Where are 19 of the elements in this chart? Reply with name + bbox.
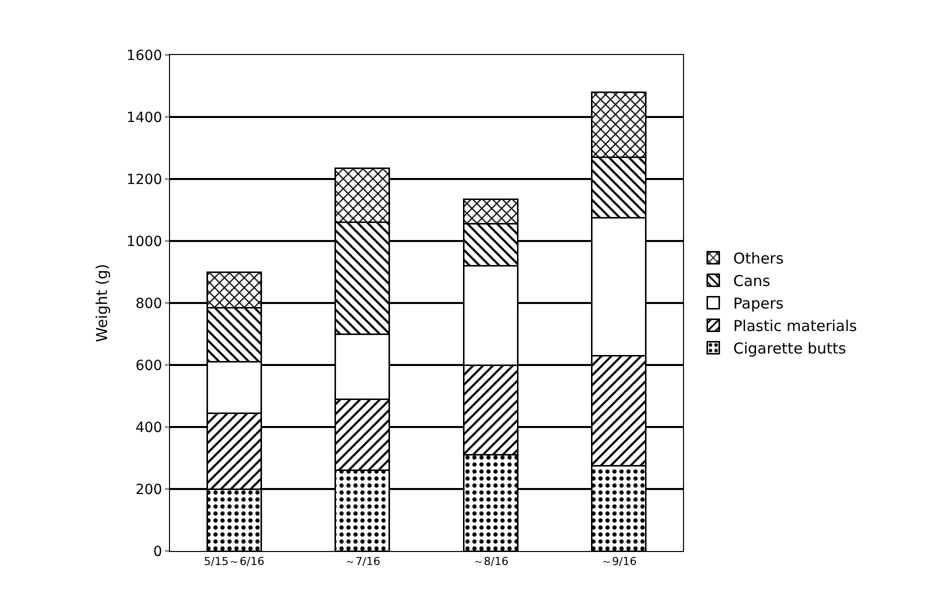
x-tick-label: ～8/16 <box>472 555 508 568</box>
text: Plastic materials <box>733 317 858 336</box>
y-tick-label: 1200 <box>126 172 162 188</box>
y-tick-label: 1000 <box>126 234 162 250</box>
text: Others <box>733 250 784 268</box>
y-tick-label: 1600 <box>126 48 162 64</box>
text: Cans <box>733 272 770 290</box>
x-tick-label: 5/15～6/16 <box>204 555 264 568</box>
y-tick-label: 400 <box>135 420 162 436</box>
y-tick-label: 200 <box>135 482 162 498</box>
legend-label: Papers <box>733 294 784 313</box>
x-tick-label: ～7/16 <box>344 555 380 568</box>
x-tick-label: ～9/16 <box>601 555 637 568</box>
y-axis-title: Weight (g) <box>92 264 111 342</box>
y-tick-label: 0 <box>153 544 162 560</box>
y-tick-label: 1400 <box>126 110 162 126</box>
y-tick-label: 600 <box>135 358 162 374</box>
y-tick-label: 800 <box>135 296 162 312</box>
text: Cigarette butts <box>733 340 846 358</box>
